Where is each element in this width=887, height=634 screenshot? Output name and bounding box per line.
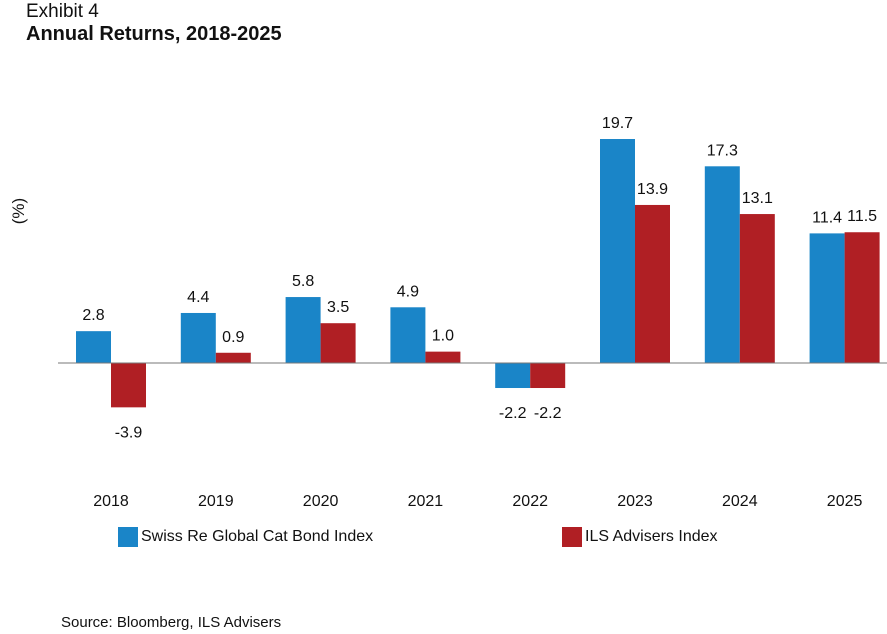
data-label-ils-advisers-2025: 11.5 [847,208,877,225]
bar-ils-advisers-2018 [111,363,146,408]
legend-item-swiss-re: Swiss Re Global Cat Bond Index [118,526,373,548]
data-label-ils-advisers-2024: 13.1 [742,190,773,207]
data-label-swiss-re-2023: 19.7 [602,115,633,132]
data-label-swiss-re-2018: 2.8 [82,307,104,324]
bar-swiss-re-2023 [600,139,635,363]
data-label-swiss-re-2021: 4.9 [397,283,419,300]
bar-ils-advisers-2023 [635,204,670,363]
bar-swiss-re-2024 [704,166,740,363]
legend-label-ils-advisers: ILS Advisers Index [585,528,718,545]
x-tick-label-2023: 2023 [617,493,653,510]
data-label-ils-advisers-2020: 3.5 [327,299,349,316]
x-tick-label-2020: 2020 [303,493,339,510]
data-label-ils-advisers-2018: -3.9 [115,424,143,441]
x-tick-label-2025: 2025 [827,493,863,510]
legend-label-swiss-re: Swiss Re Global Cat Bond Index [141,528,374,545]
bar-swiss-re-2021 [390,307,426,363]
x-tick-label-2021: 2021 [408,493,444,510]
x-tick-label-2024: 2024 [722,493,758,510]
exhibit-label: Exhibit 4 [26,1,99,22]
legend-item-ils-advisers: ILS Advisers Index [562,526,718,548]
bar-swiss-re-2020 [285,297,321,363]
x-tick-label-2018: 2018 [93,493,129,510]
data-label-ils-advisers-2021: 1.0 [432,328,454,345]
bar-ils-advisers-2021 [425,351,461,363]
chart-title: Annual Returns, 2018-2025 [26,23,282,45]
data-label-ils-advisers-2023: 13.9 [637,181,668,198]
x-tick-label-2022: 2022 [512,493,548,510]
x-tick-label-2019: 2019 [198,493,234,510]
bar-ils-advisers-2022 [530,363,566,389]
bar-swiss-re-2019 [180,312,216,363]
bar-ils-advisers-2024 [739,214,775,363]
data-label-swiss-re-2024: 17.3 [707,142,738,159]
data-label-swiss-re-2020: 5.8 [292,273,314,290]
bar-ils-advisers-2020 [320,323,356,363]
bar-ils-advisers-2019 [215,352,251,363]
bar-swiss-re-2022 [495,363,531,389]
legend-swatch-swiss-re [118,527,138,547]
data-label-swiss-re-2019: 4.4 [187,289,209,306]
bar-chart: 2.8 -3.9 2018 4.4 0.9 2019 5.8 3.5 2020 4.9 1.0 202… [58,115,887,510]
data-label-ils-advisers-2019: 0.9 [222,329,244,346]
bar-ils-advisers-2025 [844,232,880,363]
data-label-swiss-re-2022: -2.2 [499,405,527,422]
data-label-ils-advisers-2022: -2.2 [534,405,562,422]
source-note: Source: Bloomberg, ILS Advisers [61,614,282,631]
data-label-swiss-re-2025: 11.4 [812,209,842,226]
bar-swiss-re-2018 [76,331,111,363]
legend-swatch-ils-advisers [562,527,582,547]
bar-swiss-re-2025 [809,233,845,363]
